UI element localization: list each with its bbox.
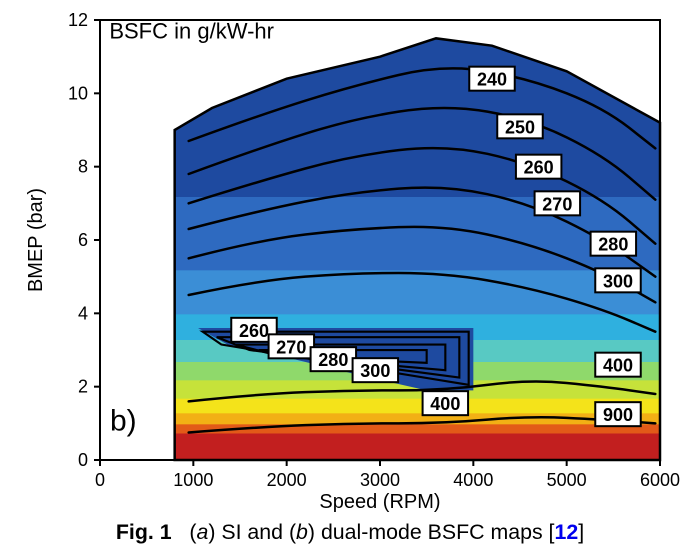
svg-text:3000: 3000 — [360, 470, 400, 490]
svg-text:Speed (RPM): Speed (RPM) — [319, 491, 440, 513]
figure-container: 0 1000 2000 3000 4000 5000 6000 0 2 4 6 8 10 12 Speed … — [0, 0, 700, 559]
svg-text:400: 400 — [603, 356, 633, 376]
svg-text:300: 300 — [603, 271, 633, 291]
svg-text:b): b) — [110, 405, 137, 438]
svg-text:300: 300 — [360, 361, 390, 381]
svg-text:250: 250 — [505, 117, 535, 137]
svg-text:BSFC in g/kW-hr: BSFC in g/kW-hr — [109, 18, 274, 43]
svg-text:260: 260 — [524, 158, 554, 178]
svg-text:260: 260 — [239, 321, 269, 341]
svg-text:0: 0 — [78, 450, 88, 470]
svg-text:6: 6 — [78, 230, 88, 250]
svg-text:280: 280 — [598, 235, 628, 255]
svg-text:400: 400 — [430, 394, 460, 414]
svg-text:4000: 4000 — [453, 470, 493, 490]
svg-text:10: 10 — [68, 83, 88, 103]
bsfc-contour-chart: 0 1000 2000 3000 4000 5000 6000 0 2 4 6 8 10 12 Speed … — [0, 0, 700, 559]
svg-text:1000: 1000 — [173, 470, 213, 490]
svg-text:2: 2 — [78, 377, 88, 397]
svg-text:2000: 2000 — [267, 470, 307, 490]
svg-text:0: 0 — [95, 470, 105, 490]
figure-caption: Fig. 1 (a) SI and (b) dual-mode BSFC map… — [0, 520, 700, 545]
svg-text:BMEP (bar): BMEP (bar) — [25, 188, 47, 292]
svg-text:5000: 5000 — [547, 470, 587, 490]
svg-text:280: 280 — [318, 350, 348, 370]
svg-text:900: 900 — [603, 405, 633, 425]
svg-text:4: 4 — [78, 303, 88, 323]
svg-text:6000: 6000 — [640, 470, 680, 490]
svg-text:270: 270 — [276, 337, 306, 357]
svg-text:240: 240 — [477, 70, 507, 90]
svg-text:8: 8 — [78, 157, 88, 177]
svg-text:270: 270 — [542, 194, 572, 214]
svg-text:12: 12 — [68, 10, 88, 30]
